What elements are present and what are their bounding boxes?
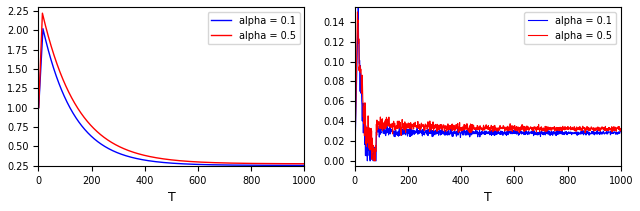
alpha = 0.1 bbox=[143, 159, 150, 162]
alpha = 0.5 bbox=[459, 126, 467, 128]
alpha = 0.5 bbox=[247, 162, 255, 165]
alpha = 0.5 bbox=[152, 156, 160, 159]
alpha = 0.5 bbox=[38, 12, 46, 14]
alpha = 0.1 bbox=[35, 106, 42, 109]
alpha = 0.1 bbox=[301, 164, 308, 167]
alpha = 0.1 bbox=[152, 160, 160, 163]
alpha = 0.1 bbox=[559, 133, 566, 135]
alpha = 0.5 bbox=[559, 126, 566, 128]
alpha = 0.1 bbox=[355, 4, 362, 7]
alpha = 0.5 bbox=[563, 127, 571, 130]
X-axis label: T: T bbox=[484, 191, 492, 204]
alpha = 0.1 bbox=[243, 164, 250, 166]
alpha = 0.1 bbox=[563, 132, 571, 134]
alpha = 0.5 bbox=[218, 162, 225, 164]
alpha = 0.1 bbox=[247, 164, 255, 166]
alpha = 0.5 bbox=[534, 125, 541, 128]
Line: alpha = 0.5: alpha = 0.5 bbox=[38, 13, 305, 164]
alpha = 0.5 bbox=[62, 85, 70, 88]
Line: alpha = 0.1: alpha = 0.1 bbox=[355, 5, 621, 161]
Line: alpha = 0.1: alpha = 0.1 bbox=[38, 29, 305, 165]
Legend: alpha = 0.1, alpha = 0.5: alpha = 0.1, alpha = 0.5 bbox=[207, 12, 300, 45]
alpha = 0.5 bbox=[617, 128, 625, 130]
Line: alpha = 0.5: alpha = 0.5 bbox=[355, 12, 621, 161]
X-axis label: T: T bbox=[168, 191, 175, 204]
Legend: alpha = 0.1, alpha = 0.5: alpha = 0.1, alpha = 0.5 bbox=[524, 12, 616, 45]
alpha = 0.1 bbox=[351, 160, 359, 162]
alpha = 0.1 bbox=[617, 130, 625, 133]
alpha = 0.1 bbox=[218, 164, 225, 166]
alpha = 0.5 bbox=[351, 160, 359, 162]
alpha = 0.1 bbox=[62, 99, 70, 101]
alpha = 0.5 bbox=[35, 106, 42, 109]
alpha = 0.5 bbox=[143, 154, 150, 157]
alpha = 0.5 bbox=[354, 11, 362, 13]
alpha = 0.5 bbox=[468, 124, 476, 126]
alpha = 0.1 bbox=[379, 128, 387, 130]
alpha = 0.5 bbox=[301, 162, 308, 165]
alpha = 0.1 bbox=[459, 132, 467, 134]
alpha = 0.1 bbox=[534, 134, 541, 136]
alpha = 0.1 bbox=[39, 27, 47, 30]
alpha = 0.1 bbox=[468, 132, 476, 134]
alpha = 0.5 bbox=[379, 129, 387, 132]
alpha = 0.5 bbox=[243, 162, 250, 165]
